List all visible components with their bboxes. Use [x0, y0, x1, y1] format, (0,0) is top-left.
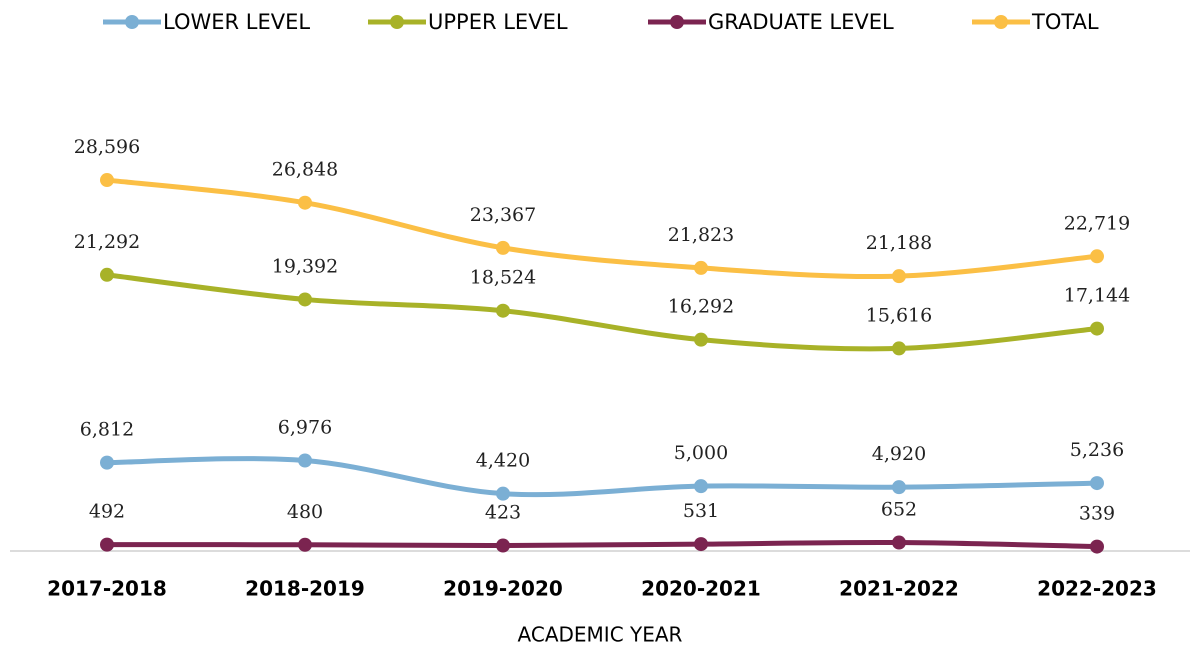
- x-tick-label: 2018-2019: [245, 577, 365, 601]
- data-label: 4,420: [476, 450, 530, 472]
- legend-label: TOTAL: [1031, 10, 1099, 34]
- data-point: [1090, 249, 1104, 264]
- series-line: [104, 539, 1100, 550]
- data-point: [496, 486, 510, 501]
- x-tick-label: 2021-2022: [839, 577, 959, 601]
- data-label: 4,920: [872, 443, 926, 465]
- legend-marker: [994, 15, 1008, 29]
- data-label: 480: [287, 501, 323, 523]
- data-point: [694, 537, 708, 552]
- series-line: [104, 177, 1100, 280]
- x-tick-label: 2020-2021: [641, 577, 761, 601]
- legend-marker: [125, 15, 139, 29]
- data-point: [892, 341, 906, 356]
- legend-label: UPPER LEVEL: [428, 10, 568, 34]
- data-label: 21,823: [668, 224, 734, 246]
- data-label: 22,719: [1064, 212, 1130, 234]
- data-point: [694, 260, 708, 275]
- legend-label: LOWER LEVEL: [163, 10, 310, 34]
- data-label: 492: [89, 501, 125, 523]
- data-label: 17,144: [1064, 285, 1130, 307]
- legend-marker: [670, 15, 684, 29]
- series-line: [104, 456, 1100, 498]
- data-label: 21,188: [866, 232, 932, 254]
- data-label: 531: [683, 500, 719, 522]
- data-point: [892, 480, 906, 495]
- data-point: [496, 303, 510, 318]
- data-point: [100, 537, 114, 552]
- data-point: [298, 292, 312, 307]
- data-label: 6,976: [278, 417, 332, 439]
- data-label: 5,236: [1070, 439, 1124, 461]
- legend-marker: [390, 15, 404, 29]
- data-point: [298, 195, 312, 210]
- data-point: [100, 173, 114, 188]
- data-label: 6,812: [80, 419, 134, 441]
- data-point: [100, 267, 114, 282]
- data-point: [100, 455, 114, 470]
- data-point: [892, 269, 906, 284]
- data-label: 18,524: [470, 267, 536, 289]
- data-label: 5,000: [674, 442, 728, 464]
- data-point: [298, 537, 312, 552]
- data-label: 19,392: [272, 255, 338, 277]
- data-point: [694, 479, 708, 494]
- data-label: 26,848: [272, 159, 338, 181]
- data-point: [694, 332, 708, 347]
- data-point: [1090, 539, 1104, 554]
- data-label: 28,596: [74, 136, 140, 158]
- data-label: 21,292: [74, 231, 140, 253]
- data-point: [1090, 476, 1104, 491]
- x-axis-title: ACADEMIC YEAR: [518, 623, 683, 647]
- legend-label: GRADUATE LEVEL: [708, 10, 894, 34]
- data-label: 16,292: [668, 296, 734, 318]
- data-label: 15,616: [866, 304, 932, 326]
- data-label: 652: [881, 499, 917, 521]
- series-line: [104, 272, 1100, 352]
- data-point: [298, 453, 312, 468]
- data-point: [892, 535, 906, 550]
- data-label: 23,367: [470, 204, 536, 226]
- x-tick-label: 2019-2020: [443, 577, 563, 601]
- data-point: [496, 240, 510, 255]
- data-point: [1090, 321, 1104, 336]
- data-label: 339: [1079, 503, 1115, 525]
- x-tick-label: 2017-2018: [47, 577, 167, 601]
- data-point: [496, 538, 510, 553]
- x-tick-label: 2022-2023: [1037, 577, 1157, 601]
- data-label: 423: [485, 502, 521, 524]
